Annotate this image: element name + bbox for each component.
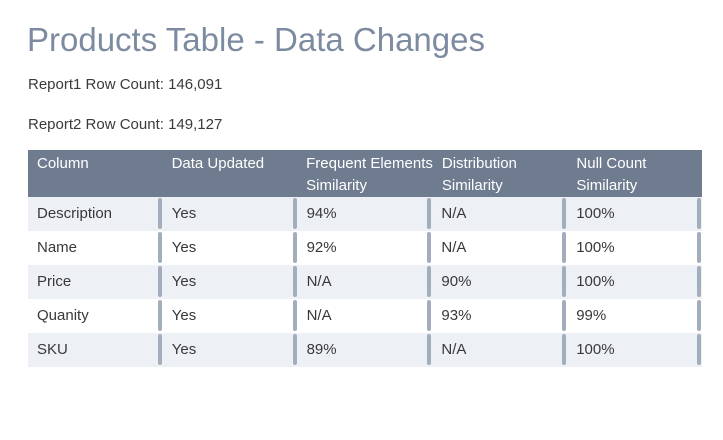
cell-value: Yes (171, 341, 197, 358)
cell-value: 99% (576, 307, 607, 324)
cell-frequent-elements-similarity: N/A (292, 299, 433, 333)
cell-value: Yes (171, 273, 197, 290)
column-divider (697, 266, 701, 297)
header-label-line2: Similarity (576, 177, 638, 194)
cell-column-name: Description (37, 205, 113, 222)
header-label-line2: Similarity (306, 177, 367, 194)
header-label: Frequent Elements (306, 155, 433, 172)
table-header-row: Column Data Updated Frequent Elements Sim… (28, 150, 702, 197)
cell-data-updated: Yes (157, 265, 298, 299)
cell-value: 89% (306, 341, 337, 358)
cell-null-count-similarity: 100% (562, 265, 702, 299)
column-divider (157, 266, 162, 297)
column-divider (157, 232, 162, 263)
header-label: Column (37, 155, 89, 172)
header-cell-distribution-similarity: Distribution Similarity (433, 153, 568, 197)
cell-data-updated: Yes (157, 231, 298, 265)
report2-label: Report2 Row Count: (28, 116, 164, 133)
column-divider (562, 300, 567, 331)
cell-distribution-similarity: N/A (427, 231, 567, 265)
table-body: Description Yes 94% N/A 100% Name Yes 92… (28, 197, 702, 367)
data-changes-table: Column Data Updated Frequent Elements Sim… (28, 150, 702, 367)
cell-data-updated: Yes (157, 197, 298, 231)
cell-null-count-similarity: 99% (562, 299, 702, 333)
column-divider (427, 300, 432, 331)
cell-column-name: Quanity (37, 307, 89, 324)
cell-frequent-elements-similarity: 94% (292, 197, 433, 231)
cell-frequent-elements-similarity: N/A (292, 265, 433, 299)
cell-value: Yes (171, 205, 197, 222)
report1-value: 146,091 (168, 76, 223, 93)
cell-data-updated: Yes (157, 299, 298, 333)
cell-value: 92% (306, 239, 337, 256)
column-divider (157, 300, 162, 331)
cell-value: 100% (576, 273, 615, 290)
header-label: Data Updated (171, 155, 265, 172)
cell-value: N/A (441, 239, 467, 256)
column-divider (292, 334, 297, 365)
cell-column-name: Price (37, 273, 72, 290)
cell-value: N/A (306, 307, 332, 324)
cell-value: Yes (171, 307, 197, 324)
cell-null-count-similarity: 100% (562, 333, 702, 367)
cell-value: 94% (306, 205, 337, 222)
cell-column-name: SKU (37, 341, 68, 358)
cell-value: 100% (576, 341, 615, 358)
table-row: Quanity Yes N/A 93% 99% (28, 299, 702, 333)
column-divider (562, 334, 567, 365)
cell-data-updated: Yes (157, 333, 298, 367)
column-divider (427, 232, 432, 263)
cell-value: Yes (171, 239, 197, 256)
column-divider (697, 300, 701, 331)
cell-column-name: Name (37, 239, 78, 256)
cell-null-count-similarity: 100% (562, 231, 702, 265)
column-divider (157, 334, 162, 365)
cell-value: N/A (441, 341, 467, 358)
cell-value: 100% (576, 239, 615, 256)
header-cell-column: Column (28, 153, 163, 197)
header-label: Distribution (441, 155, 517, 172)
table-row: Name Yes 92% N/A 100% (28, 231, 702, 265)
cell-null-count-similarity: 100% (562, 197, 702, 231)
report1-row-count: Report1 Row Count: 146,091 (28, 76, 723, 94)
column-divider (697, 334, 701, 365)
header-cell-frequent-elements-similarity: Frequent Elements Similarity (297, 153, 433, 197)
column-divider (697, 198, 701, 229)
column-divider (292, 198, 297, 229)
column-divider (292, 232, 297, 263)
column-divider (427, 334, 432, 365)
cell-distribution-similarity: N/A (427, 333, 567, 367)
report1-label: Report1 Row Count: (28, 76, 164, 93)
column-divider (562, 232, 567, 263)
cell-distribution-similarity: N/A (427, 197, 567, 231)
report2-value: 149,127 (168, 116, 223, 133)
cell-value: N/A (306, 273, 332, 290)
cell-distribution-similarity: 93% (427, 299, 567, 333)
cell-frequent-elements-similarity: 89% (292, 333, 433, 367)
cell-value: 90% (441, 273, 472, 290)
column-divider (292, 266, 297, 297)
table-row: Description Yes 94% N/A 100% (28, 197, 702, 231)
column-divider (427, 198, 432, 229)
report-page: Products Table - Data Changes Report1 Ro… (0, 21, 723, 367)
cell-value: N/A (441, 205, 467, 222)
header-cell-data-updated: Data Updated (163, 153, 298, 197)
cell-value: 93% (441, 307, 472, 324)
column-divider (427, 266, 432, 297)
header-label: Null Count (576, 155, 647, 172)
report2-row-count: Report2 Row Count: 149,127 (28, 116, 723, 134)
table-row: Price Yes N/A 90% 100% (28, 265, 702, 299)
header-label-line2: Similarity (441, 177, 503, 194)
cell-frequent-elements-similarity: 92% (292, 231, 433, 265)
page-title: Products Table - Data Changes (27, 21, 485, 58)
column-divider (157, 198, 162, 229)
cell-distribution-similarity: 90% (427, 265, 567, 299)
table-row: SKU Yes 89% N/A 100% (28, 333, 702, 367)
header-cell-null-count-similarity: Null Count Similarity (567, 153, 702, 197)
column-divider (292, 300, 297, 331)
cell-value: 100% (576, 205, 615, 222)
column-divider (562, 198, 567, 229)
column-divider (562, 266, 567, 297)
column-divider (697, 232, 701, 263)
